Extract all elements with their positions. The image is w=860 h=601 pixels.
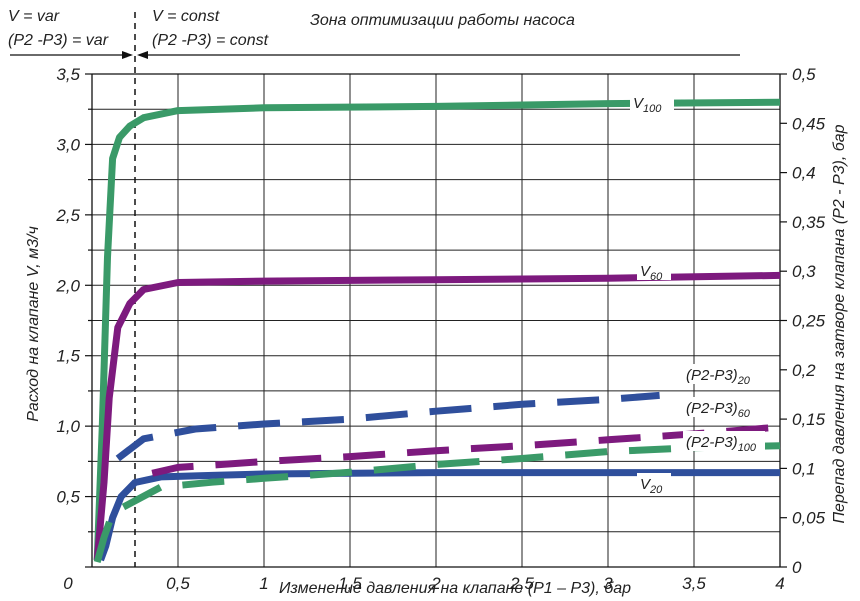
y-tick-label: 0,5 (56, 488, 80, 507)
series-label: V20 (640, 476, 663, 496)
x-tick-label: 0 (63, 574, 73, 593)
y-tick-label: 3,5 (56, 65, 80, 84)
y2-tick-label: 0,1 (792, 459, 816, 478)
series-group: V100 V60 V20 (P2-P3)20 (P2-P3)60 (P2-P3)100 (93, 92, 781, 564)
series-line-v60 (93, 271, 781, 561)
grid-lines (92, 74, 780, 567)
x-tick-label: 1,5 (338, 574, 362, 593)
x-tick-label: 3,5 (682, 574, 706, 593)
x-axis-label: Изменение давления на клапане (P1 – P3),… (279, 580, 631, 597)
y-tick-label: 3,0 (56, 135, 80, 154)
axes (10, 12, 787, 568)
series-label-bg (683, 364, 757, 384)
y-tick-label: 2,0 (55, 276, 80, 295)
series-label-bg (683, 431, 765, 451)
series-line--p2-p3-60 (151, 423, 781, 477)
y2-tick-label: 0,45 (792, 114, 826, 133)
y2-tick-label: 0,05 (792, 509, 826, 528)
y2-tick-label: 0,15 (792, 410, 826, 429)
series-line-v100 (93, 98, 781, 561)
y2-tick-label: 0,3 (792, 262, 816, 281)
annotation-right-bottom: (P2 -P3) = const (152, 32, 269, 49)
annotation-zone: Зона оптимизации работы насоса (310, 12, 575, 29)
series-label: V60 (640, 263, 663, 283)
series-label-bg (630, 92, 674, 112)
y2-tick-label: 0,35 (792, 213, 826, 232)
y-axis-label: Расход на клапане V, м3/ч (25, 226, 42, 422)
left-arrow-head (122, 51, 133, 59)
series-label: V100 (633, 95, 662, 115)
right-arrow-head (137, 51, 148, 59)
annotation-left-top: V = var (8, 8, 60, 25)
series-label: (P2-P3)60 (686, 400, 751, 420)
y-tick-label: 1,5 (56, 347, 80, 366)
y2-tick-label: 0,5 (792, 65, 816, 84)
tick-labels: 0 0,5 1 1,5 2 2,5 3 3,5 4 0,5 1,0 1,5 2,0 2,5 3,0 3,5 0 0… (55, 65, 825, 593)
series-line--p2-p3-100 (93, 442, 781, 564)
series-label-bg (637, 260, 671, 280)
annotation-right-top: V = const (152, 8, 220, 25)
y-tick-label: 2,5 (55, 206, 80, 225)
series-line--p2-p3-20 (115, 391, 660, 462)
y2-tick-label: 0,4 (792, 164, 816, 183)
x-tick-label: 0,5 (166, 574, 190, 593)
y2-axis-label: Перепад давления на затворе клапана (P2 … (831, 124, 848, 523)
y2-tick-label: 0,25 (792, 312, 826, 331)
y2-tick-label: 0 (792, 558, 802, 577)
x-tick-label: 2 (430, 574, 441, 593)
series-label: (P2-P3)100 (686, 434, 757, 454)
x-tick-label: 4 (775, 574, 784, 593)
annotation-left-bottom: (P2 -P3) = var (8, 32, 109, 49)
series-label-bg (683, 397, 757, 417)
x-tick-label: 3 (603, 574, 613, 593)
x-tick-label: 2,5 (509, 574, 534, 593)
series-label: (P2-P3)20 (686, 367, 751, 387)
x-tick-label: 1 (259, 574, 268, 593)
y-tick-label: 1,0 (56, 417, 80, 436)
y2-tick-label: 0,2 (792, 361, 816, 380)
series-label-bg (637, 473, 671, 493)
